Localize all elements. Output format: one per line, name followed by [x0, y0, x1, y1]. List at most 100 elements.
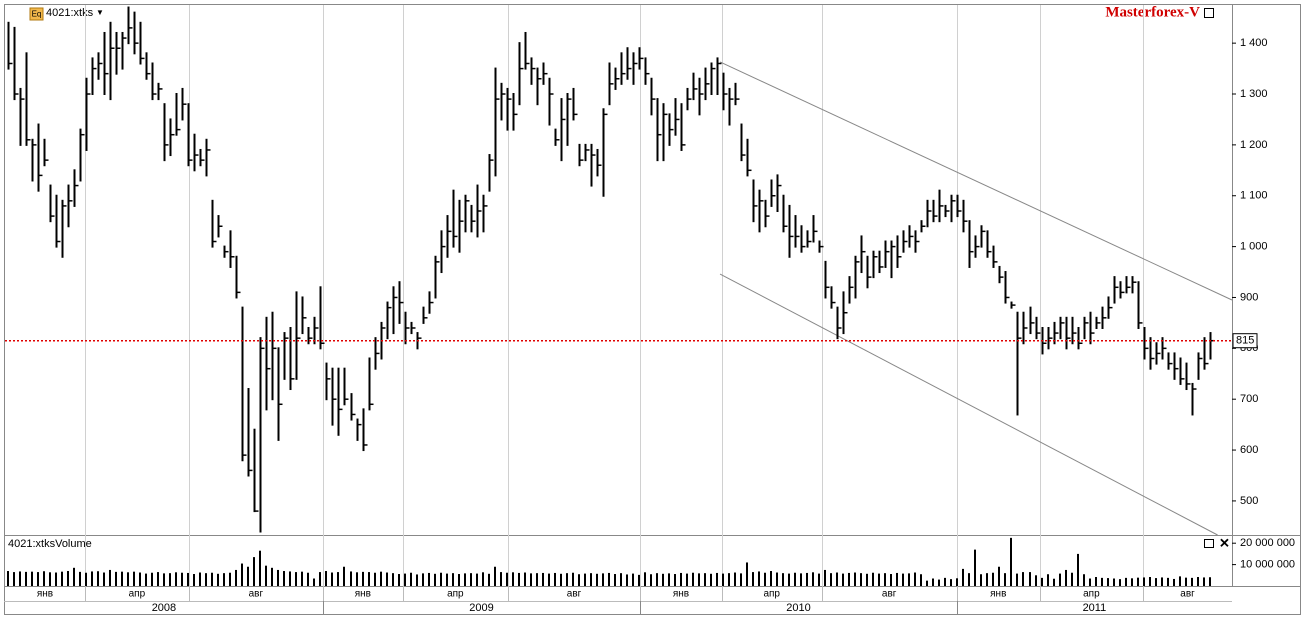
volume-bar: [986, 573, 988, 586]
year-label: 2011: [1083, 602, 1107, 614]
volume-bar: [764, 572, 766, 586]
volume-bar: [1137, 577, 1139, 586]
volume-bar: [163, 573, 165, 586]
month-label: авг: [567, 589, 582, 600]
y-tick-label: 1 300: [1240, 88, 1268, 100]
volume-bar: [151, 572, 153, 586]
volume-bar: [61, 571, 63, 586]
volume-bar: [1095, 577, 1097, 586]
volume-bar: [920, 574, 922, 586]
y-tick-label: 700: [1240, 393, 1258, 405]
volume-bar: [1029, 572, 1031, 586]
volume-bar: [289, 571, 291, 586]
y-tick-label: 900: [1240, 291, 1258, 303]
volume-bar: [440, 572, 442, 586]
volume-bar: [626, 574, 628, 586]
volume-bar: [331, 572, 333, 586]
volume-bar: [680, 572, 682, 586]
volume-bar: [998, 566, 1000, 586]
series-icon-label: Eq: [32, 10, 42, 19]
volume-bar: [662, 573, 664, 586]
volume-bar: [1071, 572, 1073, 586]
y-tick-label: 600: [1240, 444, 1258, 456]
volume-bar: [446, 573, 448, 586]
volume-bar: [938, 579, 940, 586]
volume-bar: [818, 573, 820, 586]
volume-bar: [25, 571, 27, 586]
year-label: 2008: [152, 602, 176, 614]
volume-bar: [1010, 537, 1012, 586]
y-tick-label: 1 400: [1240, 37, 1268, 49]
volume-bar: [992, 572, 994, 586]
volume-bar: [950, 579, 952, 586]
volume-bar: [410, 572, 412, 586]
volume-bar: [133, 571, 135, 586]
volume-bar: [175, 572, 177, 586]
volume-bar: [560, 573, 562, 586]
volume-bar: [1119, 579, 1121, 586]
volume-bar: [1179, 576, 1181, 586]
maximize-icon[interactable]: [1204, 8, 1214, 18]
volume-bar: [650, 574, 652, 586]
volume-bar: [566, 573, 568, 586]
volume-bar: [488, 573, 490, 586]
volume-bar: [740, 573, 742, 586]
series-icon: [29, 7, 44, 21]
volume-bar: [307, 572, 309, 586]
volume-bar: [386, 572, 388, 586]
y-tick-label: 1 100: [1240, 190, 1268, 202]
volume-bar: [103, 572, 105, 586]
volume-bar: [283, 571, 285, 586]
maximize-icon[interactable]: [1204, 539, 1214, 548]
volume-bar: [542, 572, 544, 586]
volume-bar: [313, 578, 315, 586]
month-label: янв: [355, 589, 371, 600]
volume-bar: [139, 572, 141, 586]
volume-bar: [350, 571, 352, 586]
volume-bar: [205, 573, 207, 586]
volume-bar: [265, 565, 267, 586]
volume-bar: [848, 572, 850, 586]
volume-title: 4021:xtksVolume: [8, 538, 92, 550]
volume-bar: [524, 572, 526, 586]
volume-bar: [746, 562, 748, 586]
volume-bar: [908, 573, 910, 586]
volume-bar: [55, 572, 57, 586]
volume-bar: [1101, 577, 1103, 586]
volume-bar: [470, 573, 472, 586]
volume-bar: [1089, 578, 1091, 586]
volume-bar: [836, 572, 838, 586]
volume-bar: [590, 573, 592, 586]
volume-bar: [1041, 577, 1043, 586]
volume-bar: [325, 571, 327, 586]
volume-bar: [752, 572, 754, 586]
dropdown-arrow[interactable]: ▼: [96, 8, 104, 17]
volume-bar: [608, 572, 610, 586]
volume-bar: [301, 571, 303, 586]
close-icon[interactable]: ✕: [1219, 535, 1230, 550]
outer-frame: [4, 4, 1301, 615]
year-label: 2010: [786, 602, 810, 614]
volume-bar: [169, 573, 171, 586]
volume-bar: [674, 574, 676, 586]
month-label: авг: [882, 589, 897, 600]
volume-bar: [1083, 574, 1085, 586]
volume-bar: [253, 557, 255, 586]
volume-bar: [614, 574, 616, 586]
volume-bar: [181, 572, 183, 586]
volume-bar: [878, 573, 880, 586]
volume-bar: [31, 571, 33, 586]
volume-bar: [193, 574, 195, 586]
volume-bar: [428, 572, 430, 586]
volume-bar: [692, 572, 694, 586]
volume-bar: [704, 573, 706, 586]
volume-bar: [145, 573, 147, 586]
month-label: апр: [129, 589, 146, 600]
volume-bar: [596, 573, 598, 586]
volume-bar: [794, 572, 796, 586]
month-label: янв: [990, 589, 1006, 600]
volume-bar: [1143, 577, 1145, 586]
volume-bar: [295, 572, 297, 586]
volume-bar: [638, 574, 640, 586]
volume-bar: [482, 572, 484, 586]
